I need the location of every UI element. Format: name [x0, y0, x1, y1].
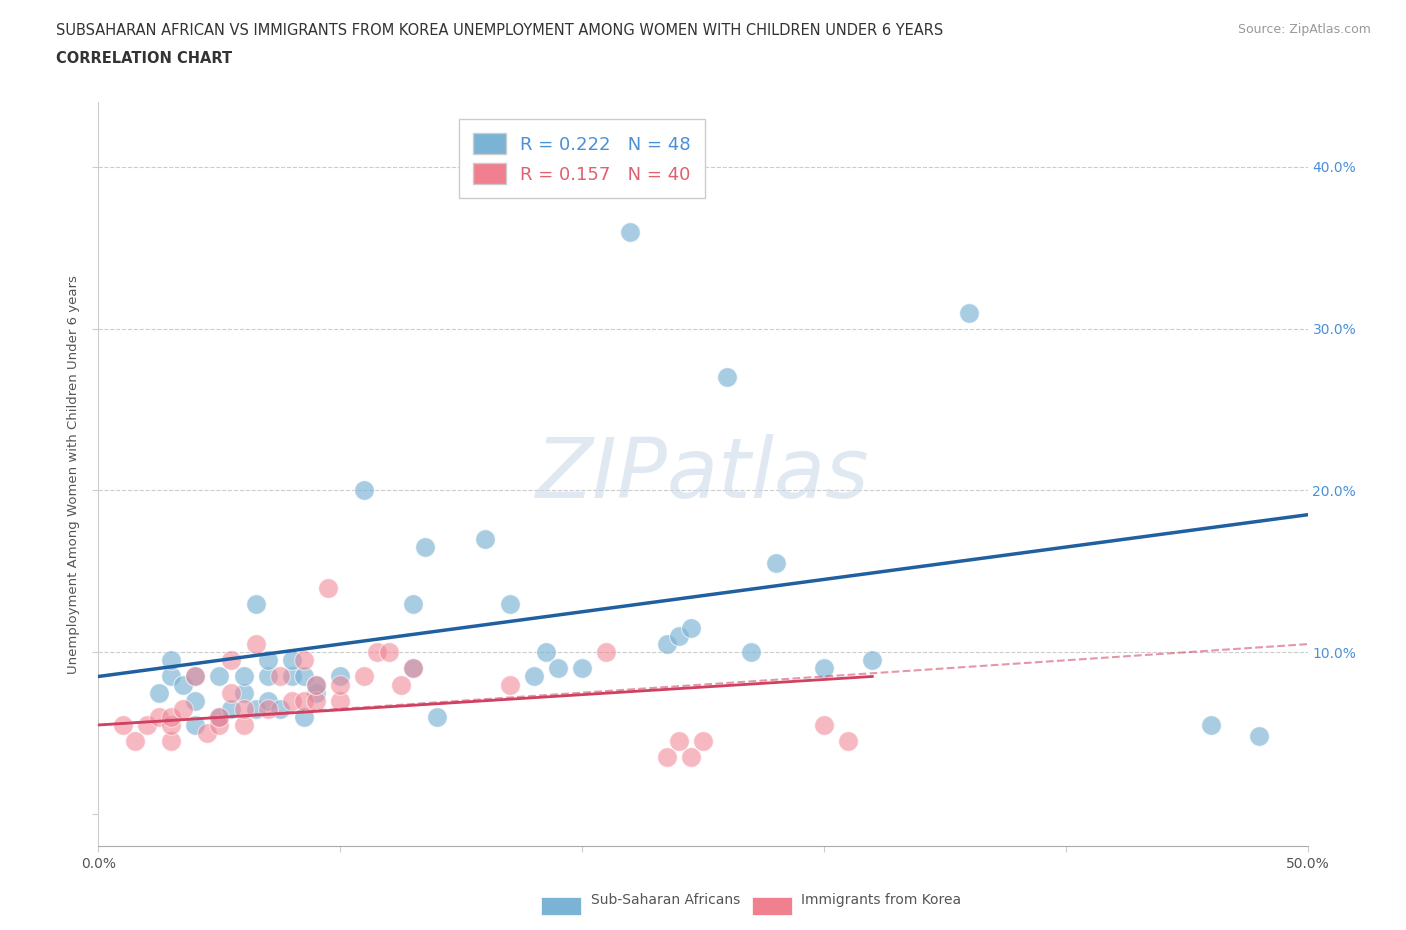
Point	[377, 644, 399, 659]
Point	[1249, 729, 1271, 744]
Point	[523, 669, 546, 684]
Point	[160, 669, 183, 684]
Point	[668, 734, 690, 749]
Point	[571, 661, 593, 676]
Point	[353, 669, 375, 684]
Point	[1199, 718, 1222, 733]
Point	[172, 701, 194, 716]
Text: Source: ZipAtlas.com: Source: ZipAtlas.com	[1237, 23, 1371, 36]
Point	[124, 734, 146, 749]
Point	[329, 669, 352, 684]
Point	[135, 718, 157, 733]
Point	[292, 710, 315, 724]
Point	[426, 710, 449, 724]
Point	[595, 644, 617, 659]
Point	[619, 224, 641, 239]
Point	[292, 653, 315, 668]
Point	[740, 644, 762, 659]
Point	[232, 718, 254, 733]
Legend: R = 0.222   N = 48, R = 0.157   N = 40: R = 0.222 N = 48, R = 0.157 N = 40	[458, 119, 706, 198]
Point	[281, 653, 304, 668]
Point	[305, 685, 328, 700]
Point	[765, 556, 787, 571]
Y-axis label: Unemployment Among Women with Children Under 6 years: Unemployment Among Women with Children U…	[66, 275, 80, 673]
Point	[281, 669, 304, 684]
Point	[232, 669, 254, 684]
Point	[389, 677, 412, 692]
Text: Sub-Saharan Africans: Sub-Saharan Africans	[591, 893, 740, 907]
Point	[813, 661, 835, 676]
Point	[655, 637, 678, 652]
Point	[245, 596, 267, 611]
Point	[679, 750, 702, 764]
Point	[269, 701, 291, 716]
Point	[402, 596, 425, 611]
Point	[413, 539, 436, 554]
Point	[679, 620, 702, 635]
Point	[232, 685, 254, 700]
Point	[221, 685, 243, 700]
Point	[245, 701, 267, 716]
Point	[208, 718, 231, 733]
Point	[329, 693, 352, 708]
Point	[534, 644, 557, 659]
Point	[184, 669, 207, 684]
Point	[160, 718, 183, 733]
Point	[256, 701, 278, 716]
Point	[860, 653, 883, 668]
Point	[402, 661, 425, 676]
Point	[837, 734, 859, 749]
Point	[292, 669, 315, 684]
Point	[498, 596, 520, 611]
Point	[547, 661, 569, 676]
Point	[184, 669, 207, 684]
Text: Immigrants from Korea: Immigrants from Korea	[801, 893, 962, 907]
Point	[316, 580, 339, 595]
Point	[148, 685, 170, 700]
Point	[256, 653, 278, 668]
Point	[305, 677, 328, 692]
Point	[111, 718, 134, 733]
Point	[221, 653, 243, 668]
Point	[160, 653, 183, 668]
Point	[474, 532, 496, 547]
Point	[256, 669, 278, 684]
Point	[195, 725, 218, 740]
Point	[668, 629, 690, 644]
Point	[957, 305, 980, 320]
Point	[172, 677, 194, 692]
Point	[292, 693, 315, 708]
Point	[655, 750, 678, 764]
Point	[402, 661, 425, 676]
Point	[148, 710, 170, 724]
Point	[692, 734, 714, 749]
Point	[281, 693, 304, 708]
Point	[208, 669, 231, 684]
Point	[232, 701, 254, 716]
Point	[208, 710, 231, 724]
Point	[208, 710, 231, 724]
Point	[245, 637, 267, 652]
Text: ZIPatlas: ZIPatlas	[536, 433, 870, 515]
Point	[256, 693, 278, 708]
Point	[305, 693, 328, 708]
Text: SUBSAHARAN AFRICAN VS IMMIGRANTS FROM KOREA UNEMPLOYMENT AMONG WOMEN WITH CHILDR: SUBSAHARAN AFRICAN VS IMMIGRANTS FROM KO…	[56, 23, 943, 38]
Point	[366, 644, 388, 659]
Point	[184, 693, 207, 708]
Point	[498, 677, 520, 692]
Point	[160, 710, 183, 724]
Point	[305, 677, 328, 692]
Point	[716, 370, 738, 385]
Point	[221, 701, 243, 716]
Point	[269, 669, 291, 684]
Text: CORRELATION CHART: CORRELATION CHART	[56, 51, 232, 66]
Point	[813, 718, 835, 733]
Point	[160, 734, 183, 749]
Point	[353, 483, 375, 498]
Point	[184, 718, 207, 733]
Point	[329, 677, 352, 692]
